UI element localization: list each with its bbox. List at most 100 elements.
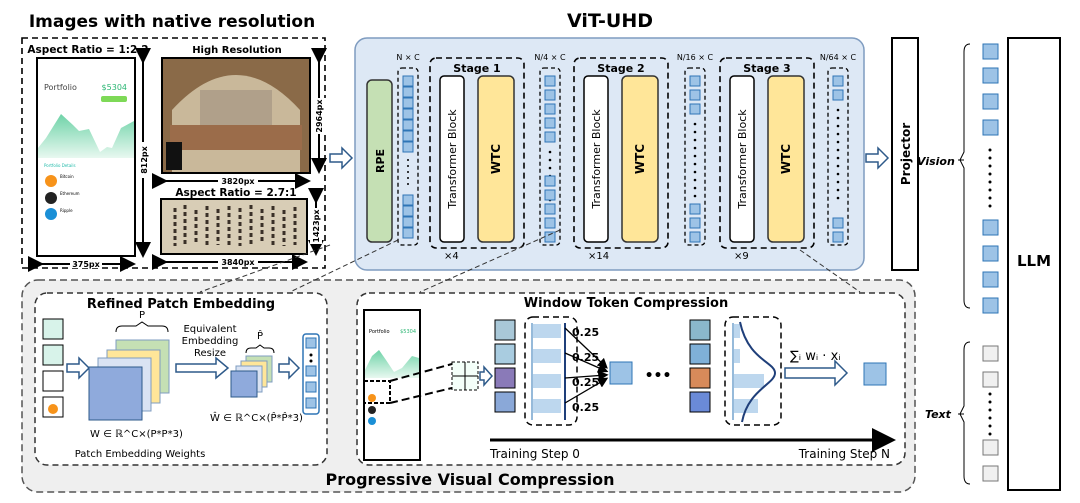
text-label: Text [925, 408, 952, 421]
window-patch [494, 391, 516, 413]
token-column [684, 67, 706, 246]
weight-bar [734, 349, 740, 363]
token [305, 381, 317, 393]
svg-text:Ethereum: Ethereum [60, 191, 80, 196]
llm-label: LLM [1017, 252, 1051, 270]
vision-token [982, 297, 999, 314]
wtc-block [621, 75, 659, 243]
token [402, 86, 414, 98]
token [305, 337, 317, 349]
vision-token [982, 271, 999, 288]
token [402, 141, 414, 153]
token [544, 231, 556, 243]
phone-height-label: 812px [140, 145, 149, 173]
weight-value: 0.25 [572, 351, 599, 364]
transformer-block-label: Transformer Block [736, 109, 749, 210]
rpe-block [366, 79, 393, 243]
token-shape-label: N/16 × C [677, 53, 714, 62]
painting-image [161, 57, 311, 174]
weighted-sum-equation: ∑ᵢ wᵢ · xᵢ [790, 349, 841, 364]
token [402, 75, 414, 87]
weight-value: 0.25 [572, 376, 599, 389]
svg-text:Ripple: Ripple [60, 208, 73, 213]
token [544, 117, 556, 129]
svg-text:Bitcoin: Bitcoin [60, 174, 74, 179]
wtc-panel-title: Window Token Compression [524, 296, 728, 311]
llm-block [1007, 37, 1061, 491]
token [305, 365, 317, 377]
window-patch [494, 319, 516, 341]
painting-height-label: 2964px [315, 99, 324, 133]
wtc-label: WTC [633, 144, 647, 174]
token [832, 75, 844, 87]
repeat-count: ×14 [588, 251, 609, 262]
svg-text:Portfolio: Portfolio [44, 83, 77, 92]
pvc-title: Progressive Visual Compression [325, 470, 614, 489]
learned-weights-box [724, 316, 782, 426]
input-title: Images with native resolution [29, 12, 315, 32]
projector-label: Projector [899, 123, 913, 185]
wtc-block [767, 75, 805, 243]
phone-aspect-label: Aspect Ratio = 1:2.2 [27, 44, 148, 56]
token [402, 227, 414, 239]
token [402, 205, 414, 217]
token [544, 89, 556, 101]
stage-label: Stage 3 [743, 62, 790, 75]
compressed-token-final [863, 362, 887, 386]
token-shape-label: N × C [396, 53, 420, 62]
window-patch [494, 367, 516, 389]
transformer-block [439, 75, 465, 243]
vit-to-projector-arrow [865, 146, 890, 170]
token [544, 203, 556, 215]
repeat-count: ×9 [734, 251, 749, 262]
weight-bar [734, 399, 758, 413]
painting-label: High Resolution [192, 45, 282, 56]
ellipsis: ••• [645, 368, 672, 384]
painting-width-label: 3820px [221, 177, 255, 186]
input-to-vit-arrow [329, 146, 354, 170]
weight-bar [734, 324, 740, 338]
patch-embedding-kernels [88, 339, 170, 421]
training-step-n: Training Step N [798, 447, 890, 461]
transformer-block [729, 75, 755, 243]
phone-thumbnail: Portfolio $5304 [363, 309, 421, 461]
vision-token [982, 93, 999, 110]
stage-1 [429, 57, 525, 249]
vision-token [982, 219, 999, 236]
attention-patch [689, 319, 711, 341]
phone-width-label: 375px [72, 260, 100, 269]
window-patch [494, 343, 516, 365]
token [832, 89, 844, 101]
token [402, 97, 414, 109]
token [402, 194, 414, 206]
compressed-token [609, 361, 633, 385]
p-symbol: P [139, 310, 145, 321]
stage-3 [719, 57, 815, 249]
text-token [982, 371, 999, 388]
token-shape-label: N/64 × C [820, 53, 857, 62]
rpe-label: RPE [374, 149, 387, 173]
vision-token [982, 245, 999, 262]
svg-text:$5304: $5304 [400, 329, 416, 335]
w-hat-equation: Ŵ ∈ ℝ^C×(P̂*P̂*3) [210, 411, 303, 424]
token [402, 216, 414, 228]
weight-bar [533, 324, 561, 338]
stage-2 [573, 57, 669, 249]
resize-label-2: Embedding [182, 336, 239, 347]
token [544, 103, 556, 115]
learned-distribution-curve [739, 321, 777, 423]
weight-bar [533, 374, 561, 388]
weight-bar [533, 349, 561, 363]
vision-token [982, 43, 999, 60]
token [689, 75, 701, 87]
calligraphy-aspect-label: Aspect Ratio = 2.7:1 [175, 187, 296, 199]
wtc-label: WTC [489, 144, 503, 174]
svg-text:$5304: $5304 [102, 83, 127, 92]
vision-token [982, 119, 999, 136]
weight-bar [734, 374, 764, 388]
rpe-panel-title: Refined Patch Embedding [87, 297, 275, 312]
token [402, 130, 414, 142]
rpe-panel [34, 292, 328, 466]
resize-label-3: Resize [194, 348, 226, 359]
attention-patch [689, 367, 711, 389]
